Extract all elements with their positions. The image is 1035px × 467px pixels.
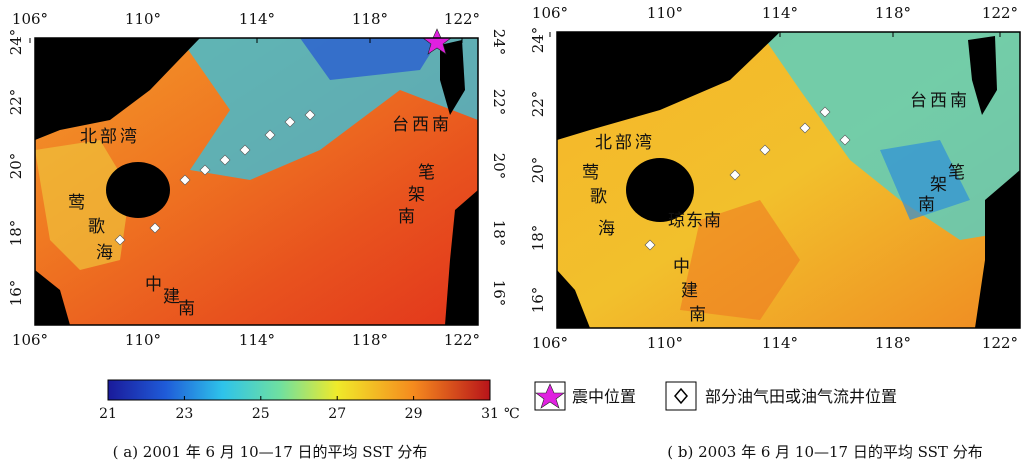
lat-label: 24° xyxy=(529,27,547,54)
lat-label: 16° xyxy=(7,280,25,307)
lat-label: 18° xyxy=(529,225,547,252)
place-name: 台西南 xyxy=(392,115,449,135)
lon-label: 114° xyxy=(762,334,798,352)
lon-label: 114° xyxy=(762,4,798,22)
lon-label: 118° xyxy=(352,331,388,349)
map-a xyxy=(35,29,478,325)
lon-label: 122° xyxy=(982,334,1018,352)
lat-label: 22° xyxy=(7,89,25,116)
lat-label: 22° xyxy=(529,91,547,118)
figure: 震中位置 部分油气田或油气流井位置 ( a) 2001 年 6 月 10—17 … xyxy=(0,0,1035,467)
place-name: 北部湾 xyxy=(595,133,652,153)
lon-label: 110° xyxy=(647,334,683,352)
lat-label: 18° xyxy=(490,220,508,247)
colorbar xyxy=(108,380,490,400)
lon-label: 106° xyxy=(12,10,48,28)
colorbar-tick-label: 23 xyxy=(175,406,193,422)
legend-label: 震中位置 xyxy=(572,387,636,406)
lon-label: 118° xyxy=(875,4,911,22)
lon-label: 118° xyxy=(352,10,388,28)
lon-label: 122° xyxy=(444,10,480,28)
place-name: 琼东南 xyxy=(668,211,721,231)
lon-label: 114° xyxy=(239,331,275,349)
lon-label: 114° xyxy=(239,10,275,28)
colorbar-tick-label: 29 xyxy=(405,406,423,422)
lat-label: 24° xyxy=(7,29,25,56)
legend-label: 部分油气田或油气流井位置 xyxy=(705,387,897,406)
lat-label: 18° xyxy=(7,220,25,247)
lat-label: 20° xyxy=(490,153,508,180)
colorbar-tick-label: 21 xyxy=(99,406,117,422)
lat-label: 16° xyxy=(490,280,508,307)
lon-label: 122° xyxy=(444,331,480,349)
colorbar-tick-label: 31 xyxy=(481,406,499,422)
lon-label: 110° xyxy=(125,331,161,349)
caption: ( b) 2003 年 6 月 10—17 日的平均 SST 分布 xyxy=(667,443,982,461)
place-name: 台西南 xyxy=(910,91,967,111)
lon-label: 106° xyxy=(532,4,568,22)
lat-label: 20° xyxy=(7,153,25,180)
lon-label: 122° xyxy=(982,4,1018,22)
lat-label: 20° xyxy=(529,157,547,184)
colorbar-unit: ℃ xyxy=(504,406,520,422)
lon-label: 106° xyxy=(12,331,48,349)
lon-label: 110° xyxy=(125,10,161,28)
colorbar-tick-label: 27 xyxy=(328,406,346,422)
place-name: 北部湾 xyxy=(80,127,137,147)
lat-label: 22° xyxy=(490,89,508,116)
caption: ( a) 2001 年 6 月 10—17 日的平均 SST 分布 xyxy=(113,443,428,461)
lat-label: 16° xyxy=(529,287,547,314)
lon-label: 110° xyxy=(647,4,683,22)
lon-label: 118° xyxy=(875,334,911,352)
lat-label: 24° xyxy=(490,29,508,56)
colorbar-tick-label: 25 xyxy=(252,406,270,422)
lon-label: 106° xyxy=(532,334,568,352)
